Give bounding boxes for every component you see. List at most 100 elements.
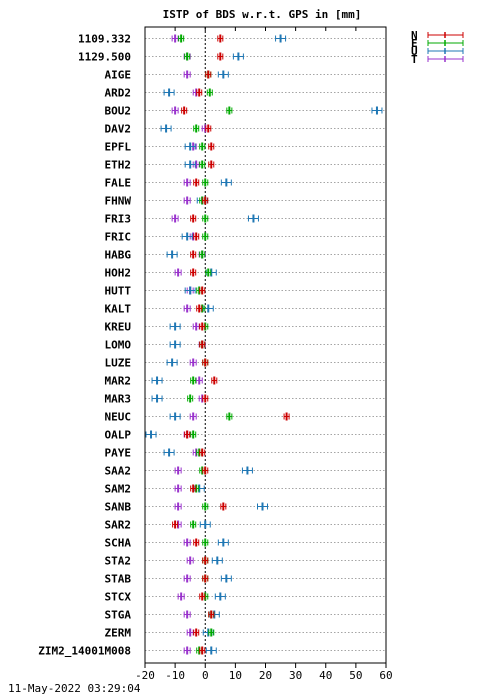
point-E (199, 142, 206, 151)
x-tick-label: 30 (289, 669, 302, 682)
point-T (174, 502, 182, 511)
station-label: BOU2 (105, 105, 132, 118)
station-label: HUTT (105, 285, 132, 298)
point-T (189, 412, 197, 421)
point-N (193, 178, 200, 187)
point-N (193, 538, 200, 547)
point-N (199, 646, 206, 655)
point-U (163, 88, 175, 97)
point-U (181, 232, 193, 241)
point-N (184, 430, 191, 439)
point-N (199, 448, 206, 457)
legend-label-T: T (411, 53, 418, 66)
point-E (199, 250, 206, 259)
point-T (171, 214, 179, 223)
point-U (371, 106, 383, 115)
point-U (166, 358, 178, 367)
x-tick-label: 10 (229, 669, 242, 682)
point-E (190, 376, 197, 385)
station-label: LOMO (105, 339, 132, 352)
point-N (199, 286, 206, 295)
x-tick-label: 20 (259, 669, 272, 682)
point-U (169, 340, 181, 349)
legend-label-E: E (411, 37, 418, 50)
point-E (202, 502, 209, 511)
point-N (202, 466, 209, 475)
point-N (205, 124, 212, 133)
point-E (190, 430, 197, 439)
station-label: KREU (105, 321, 132, 334)
point-E (202, 538, 209, 547)
gridlines (145, 38, 386, 651)
x-tick-label: -20 (135, 669, 155, 682)
point-T (174, 466, 182, 475)
x-tick-label: 60 (379, 669, 392, 682)
station-label: HABG (105, 249, 132, 262)
point-T (183, 646, 191, 655)
station-label: KALT (105, 303, 132, 316)
point-N (202, 196, 209, 205)
station-label: ARD2 (105, 87, 132, 100)
point-U (199, 520, 211, 529)
point-E (208, 628, 215, 637)
x-tick-label: 50 (349, 669, 362, 682)
point-N (217, 34, 224, 43)
data-marks (145, 34, 383, 655)
point-E (187, 394, 194, 403)
point-U (163, 448, 175, 457)
station-label: STAB (105, 573, 132, 586)
point-T (171, 106, 179, 115)
point-U (220, 574, 232, 583)
chart-title: ISTP of BDS w.r.t. GPS in [mm] (163, 8, 362, 21)
legend-label-U: U (411, 45, 418, 58)
point-N (202, 574, 209, 583)
point-U (214, 592, 226, 601)
station-label: ETH2 (105, 159, 132, 172)
station-label: SAR2 (105, 519, 132, 532)
station-label: 1109.332 (78, 33, 131, 46)
point-N (190, 214, 197, 223)
point-U (275, 34, 287, 43)
point-N (196, 304, 203, 313)
point-N (190, 268, 197, 277)
station-label: SCHA (105, 537, 132, 550)
station-label: PAYE (105, 447, 132, 460)
point-N (196, 88, 203, 97)
plot-frame (144, 26, 387, 664)
x-tick-label: 40 (319, 669, 332, 682)
point-N (283, 412, 290, 421)
point-E (184, 52, 191, 61)
station-label: LUZE (105, 357, 132, 370)
point-U (151, 376, 163, 385)
point-U (160, 124, 172, 133)
point-T (183, 538, 191, 547)
point-U (205, 646, 217, 655)
station-label: FRIC (105, 231, 132, 244)
point-T (177, 592, 185, 601)
point-E (190, 520, 197, 529)
station-label: MAR2 (105, 375, 132, 388)
point-T (183, 574, 191, 583)
x-axis: -20 -10 0 10 20 30 40 50 60 (135, 27, 393, 682)
point-U (256, 502, 268, 511)
station-label: AIGE (105, 69, 132, 82)
point-U (232, 52, 244, 61)
point-N (205, 70, 212, 79)
station-label: STCX (105, 591, 132, 604)
legend-label-N: N (411, 29, 418, 42)
point-N (199, 322, 206, 331)
point-N (202, 556, 209, 565)
station-label: STGA (105, 609, 132, 622)
station-label: MAR3 (105, 393, 132, 406)
station-label: HOH2 (105, 267, 132, 280)
point-U (217, 70, 229, 79)
station-label: SAM2 (105, 483, 132, 496)
station-label: STA2 (105, 555, 132, 568)
station-label: FALE (105, 177, 132, 190)
station-label: SANB (105, 501, 132, 514)
point-U (184, 142, 196, 151)
point-E (202, 214, 209, 223)
point-T (183, 178, 191, 187)
